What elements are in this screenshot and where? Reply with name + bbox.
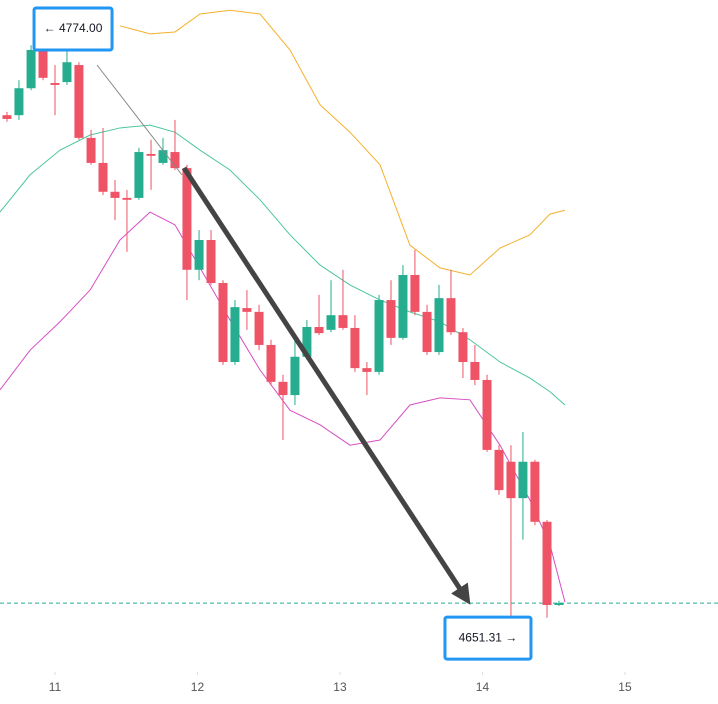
x-tick-label: 12	[191, 680, 205, 694]
candle-body	[266, 344, 276, 382]
candle-body	[218, 283, 228, 362]
candle-body	[362, 368, 372, 372]
x-tick-label: 13	[333, 680, 347, 694]
price-label-box	[443, 615, 533, 661]
candle-body	[302, 326, 312, 357]
candle-body	[338, 315, 348, 328]
candle-body	[278, 381, 288, 396]
candle-layer	[0, 39, 718, 621]
candle-body	[230, 307, 240, 362]
candle-body	[2, 115, 12, 119]
x-tick-label: 15	[618, 680, 632, 694]
candle-body	[290, 356, 300, 396]
candle-body	[422, 311, 432, 353]
candle-body	[518, 461, 528, 499]
candle-body	[530, 461, 540, 522]
price-label: ← 4774.00	[44, 21, 103, 35]
candle-body	[206, 239, 216, 284]
candle-body	[110, 191, 120, 198]
candle-body	[482, 379, 492, 450]
candle-body	[410, 274, 420, 312]
candle-body	[506, 461, 516, 499]
candle-body	[158, 150, 168, 163]
candle-body	[254, 311, 264, 345]
candle-body	[182, 168, 192, 270]
trend-line	[96, 64, 183, 176]
candle-body	[14, 88, 24, 116]
candle-body	[134, 152, 144, 198]
candle-body	[470, 361, 480, 380]
candle-body	[374, 300, 384, 372]
candle-body	[86, 137, 96, 163]
band-line	[119, 9, 566, 276]
price-label-box	[32, 6, 114, 52]
candle-body	[170, 152, 180, 169]
candle-body	[146, 153, 156, 156]
candle-body	[50, 83, 60, 85]
candle-body	[554, 603, 564, 606]
candle-body	[242, 308, 252, 312]
band-line	[0, 124, 566, 406]
candle-body	[38, 49, 48, 78]
candle-body	[542, 521, 552, 606]
trend-arrow	[181, 166, 471, 605]
candle-body	[446, 298, 456, 333]
x-axis: 11 12 13 14 15	[49, 672, 632, 694]
candle-body	[398, 274, 408, 338]
candle-body	[314, 326, 324, 334]
candle-body	[458, 332, 468, 362]
candle-body	[122, 197, 132, 200]
annotation-layer: ← 4774.00 4651.31 →	[32, 6, 533, 661]
x-tick-label: 14	[476, 680, 490, 694]
x-tick-label: 11	[49, 680, 62, 694]
candle-body	[350, 327, 360, 369]
candle-body	[62, 62, 72, 83]
candle-body	[74, 65, 84, 138]
candle-body	[434, 298, 444, 353]
candle-body	[26, 49, 36, 89]
candle-body	[194, 239, 204, 270]
price-label: 4651.31 →	[459, 630, 518, 644]
candle-body	[326, 315, 336, 330]
candle-body	[98, 162, 108, 192]
candle-body	[386, 300, 396, 338]
candle-body	[494, 449, 504, 491]
